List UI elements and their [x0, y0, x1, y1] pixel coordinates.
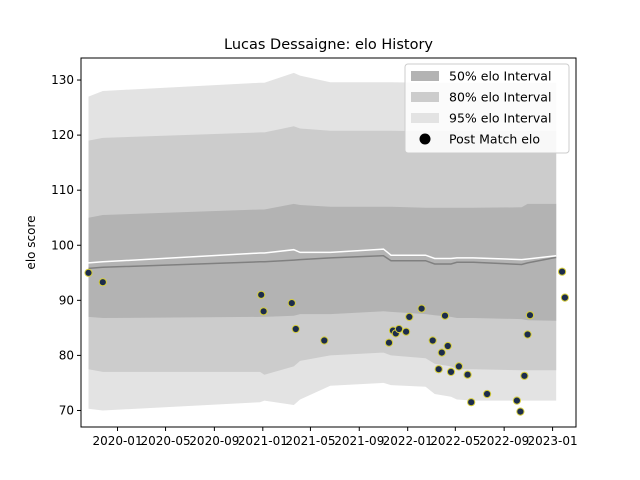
post-match-point — [520, 371, 529, 380]
legend-entry-label: 80% elo Interval — [449, 90, 551, 105]
x-tick-label: 2021-09 — [334, 434, 384, 448]
legend-entry-label: Post Match elo — [449, 132, 540, 147]
post-match-point — [437, 348, 446, 357]
post-match-point — [405, 312, 414, 321]
x-tick-label: 2020-01 — [92, 434, 142, 448]
x-tick-label: 2022-09 — [479, 434, 529, 448]
post-match-points — [84, 267, 570, 416]
y-tick-label: 100 — [51, 238, 74, 252]
95-elo-interval-swatch — [411, 113, 439, 123]
post-match-point — [446, 367, 456, 376]
post-match-point — [84, 268, 93, 277]
y-tick-label: 80 — [59, 348, 74, 362]
legend-entry-label: 95% elo Interval — [449, 111, 551, 126]
y-tick-label: 70 — [59, 403, 74, 417]
x-tick-label: 2022-01 — [383, 434, 433, 448]
x-tick-label: 2022-05 — [430, 434, 480, 448]
post-match-point — [428, 336, 437, 345]
legend-box — [404, 63, 570, 154]
post-match-point — [483, 389, 492, 399]
y-axis-label: elo score — [24, 215, 38, 269]
post-match-point — [440, 311, 450, 320]
post-match-point — [467, 398, 476, 407]
post-match-point — [443, 341, 452, 351]
post-match-point — [417, 304, 426, 313]
80-elo-interval-swatch — [411, 92, 439, 102]
post-match-point — [463, 370, 472, 379]
x-tick-label: 2020-09 — [189, 434, 239, 448]
post-match-point — [516, 407, 525, 416]
y-tick-label: 130 — [51, 73, 74, 87]
post-match-point — [259, 307, 268, 316]
y-tick-label: 120 — [51, 128, 74, 142]
post-match-point — [523, 330, 532, 339]
post-match-point — [394, 324, 404, 334]
post-match-elo-swatch — [419, 133, 431, 145]
rating-lines — [88, 248, 557, 270]
post-match-point — [257, 290, 266, 299]
chart-title: Lucas Dessaigne: elo History — [224, 37, 433, 53]
post-match-point — [558, 267, 567, 276]
upper-elo-line — [88, 248, 557, 264]
mean-elo-line — [88, 254, 557, 270]
50-elo-interval-band — [88, 203, 557, 321]
plot-frame — [80, 57, 577, 428]
post-match-point — [291, 324, 300, 334]
post-match-point — [402, 327, 411, 336]
x-tick-label: 2021-05 — [285, 434, 335, 448]
y-axis: 70 80 90 100 110 120 130 — [51, 73, 81, 417]
x-tick-label: 2020-05 — [140, 434, 190, 448]
interval-bands — [88, 72, 557, 411]
y-tick-label: 110 — [51, 183, 74, 197]
post-match-point — [287, 299, 296, 308]
post-match-point — [512, 396, 522, 405]
post-match-point — [384, 338, 394, 347]
post-match-point — [525, 311, 535, 320]
x-axis: 2020-012020-052020-092021-012021-052021-… — [92, 427, 578, 448]
50-elo-interval-swatch — [411, 71, 439, 81]
post-match-point — [560, 293, 570, 302]
post-match-point — [320, 336, 329, 345]
post-match-point — [454, 362, 463, 371]
x-tick-label: 2021-01 — [238, 434, 288, 448]
post-match-point — [98, 278, 107, 287]
legend: 50% elo Interval 80% elo Interval 95% elo … — [404, 63, 570, 154]
y-tick-label: 90 — [59, 293, 74, 307]
x-tick-label: 2023-01 — [528, 434, 578, 448]
legend-entry-label: 50% elo Interval — [449, 69, 551, 84]
post-match-point — [434, 365, 443, 374]
